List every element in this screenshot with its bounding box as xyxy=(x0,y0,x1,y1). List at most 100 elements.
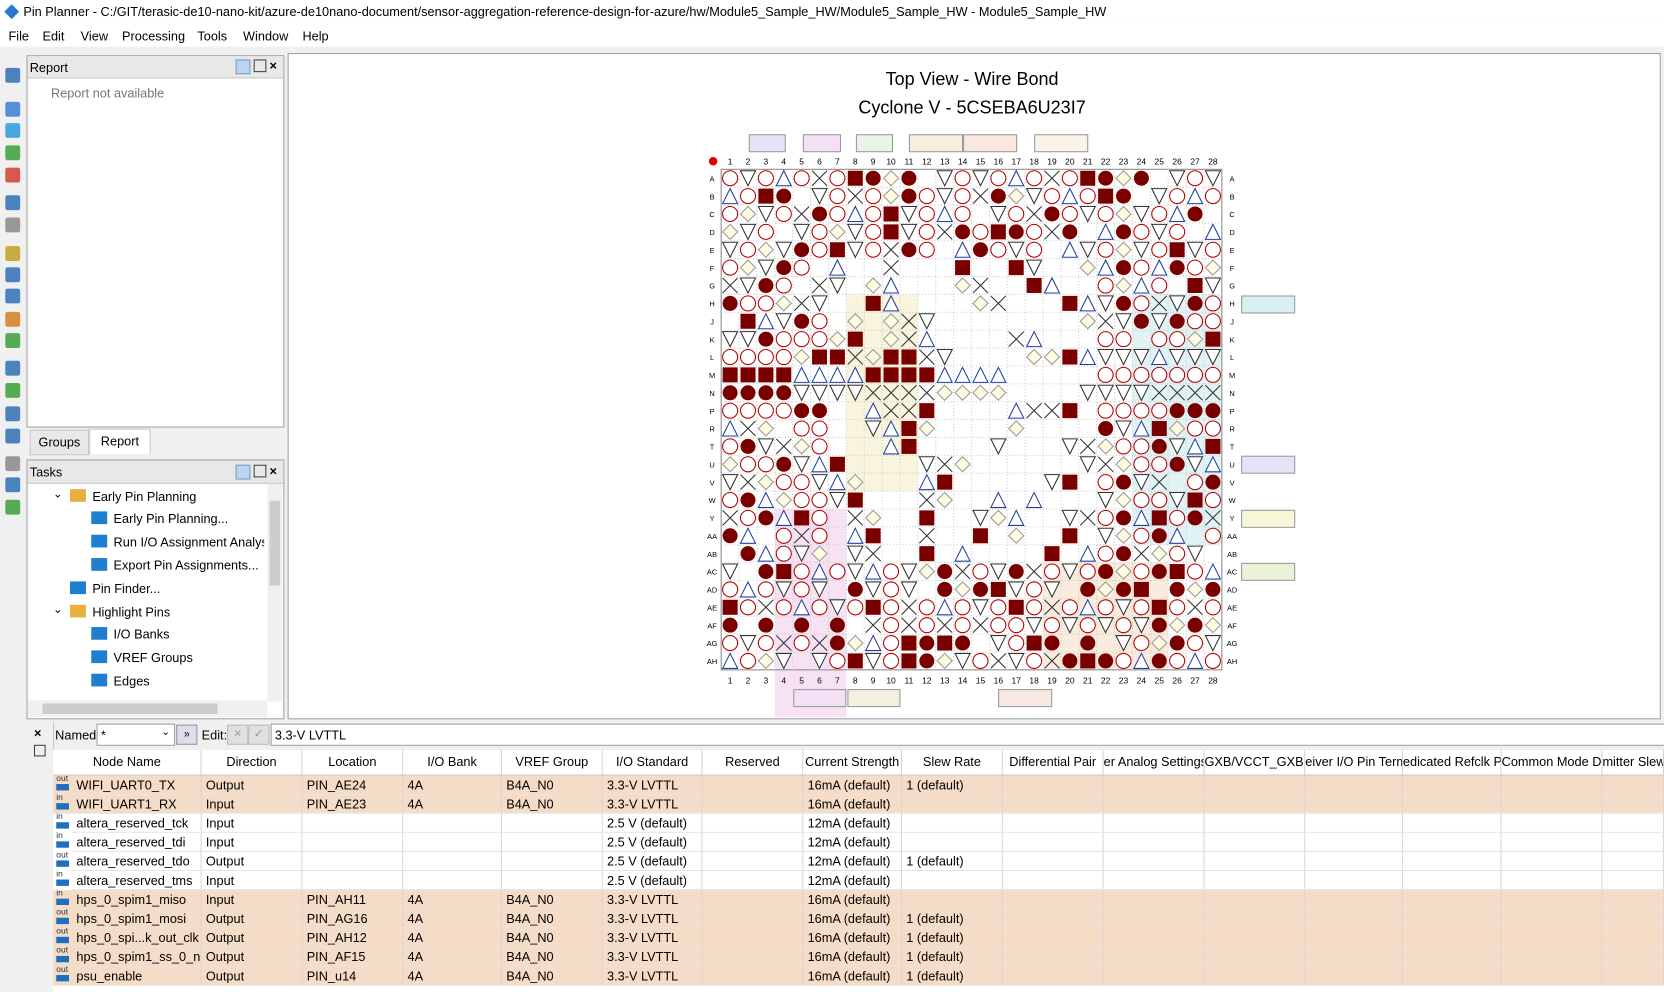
pin[interactable] xyxy=(793,170,810,187)
pin[interactable] xyxy=(811,581,828,599)
pin[interactable] xyxy=(829,188,846,205)
pin[interactable] xyxy=(865,528,881,544)
pin[interactable] xyxy=(989,366,1007,383)
float-button[interactable] xyxy=(33,744,46,757)
float-button[interactable] xyxy=(253,59,267,73)
pin[interactable] xyxy=(1061,187,1079,205)
pin[interactable] xyxy=(901,313,917,330)
pin[interactable] xyxy=(1204,277,1222,295)
pin[interactable] xyxy=(1079,384,1097,402)
pin-button[interactable] xyxy=(235,59,251,75)
pin[interactable] xyxy=(794,313,810,329)
pin[interactable] xyxy=(757,205,775,223)
io-bank-box[interactable] xyxy=(1241,509,1296,528)
table-cell[interactable] xyxy=(501,813,603,833)
pin[interactable] xyxy=(829,384,846,402)
pin[interactable] xyxy=(864,562,882,580)
pin[interactable] xyxy=(811,635,828,651)
table-cell[interactable] xyxy=(1602,966,1664,986)
pin[interactable] xyxy=(936,170,954,187)
pin[interactable] xyxy=(1186,330,1204,348)
pin[interactable] xyxy=(883,206,899,222)
pin[interactable] xyxy=(954,456,971,473)
pin[interactable] xyxy=(739,599,757,616)
pin[interactable] xyxy=(1079,617,1096,634)
table-cell[interactable] xyxy=(1204,813,1306,833)
pin[interactable] xyxy=(864,634,882,652)
pin[interactable] xyxy=(1062,349,1078,365)
pin[interactable] xyxy=(1061,205,1078,223)
pin[interactable] xyxy=(757,581,774,598)
pin[interactable] xyxy=(811,241,828,258)
pin[interactable] xyxy=(900,223,918,241)
table-cell[interactable] xyxy=(1103,851,1205,872)
pin[interactable] xyxy=(1098,188,1114,204)
pin[interactable] xyxy=(776,260,792,276)
pin[interactable] xyxy=(1061,563,1079,581)
node-name[interactable]: altera_reserved_tms xyxy=(72,871,202,891)
pin[interactable] xyxy=(811,652,828,670)
pin[interactable] xyxy=(739,331,757,348)
pin[interactable] xyxy=(1169,564,1185,580)
pin[interactable] xyxy=(1186,366,1204,383)
pin[interactable] xyxy=(1186,652,1204,669)
pin[interactable] xyxy=(1168,438,1186,456)
table-cell[interactable] xyxy=(1402,832,1502,852)
table-cell[interactable] xyxy=(1602,871,1664,891)
pin[interactable] xyxy=(1044,599,1060,616)
table-cell[interactable] xyxy=(403,851,502,872)
table-cell[interactable] xyxy=(1602,851,1664,872)
pin[interactable] xyxy=(882,187,900,205)
pin[interactable] xyxy=(1115,438,1132,455)
pin[interactable] xyxy=(1151,331,1168,348)
pin[interactable] xyxy=(740,474,756,491)
pin[interactable] xyxy=(846,545,864,563)
column-header[interactable]: Common Mode D xyxy=(1501,750,1603,775)
pin[interactable] xyxy=(1097,258,1115,276)
pin[interactable] xyxy=(1186,187,1204,205)
pin[interactable] xyxy=(1204,241,1221,258)
filter-button[interactable]: » xyxy=(176,724,198,745)
pin[interactable] xyxy=(1025,348,1043,366)
pin[interactable] xyxy=(936,188,954,205)
pin[interactable] xyxy=(919,635,935,651)
pin[interactable] xyxy=(740,367,756,383)
pin[interactable] xyxy=(758,188,774,204)
task-item[interactable]: Pin Finder... xyxy=(92,581,161,597)
pin[interactable] xyxy=(901,402,917,419)
pin[interactable] xyxy=(1097,384,1115,402)
pin[interactable] xyxy=(1151,438,1167,454)
pin[interactable] xyxy=(1097,456,1114,473)
pin[interactable] xyxy=(757,635,774,652)
pin[interactable] xyxy=(1116,510,1132,526)
pin[interactable] xyxy=(1204,616,1222,634)
table-cell[interactable] xyxy=(702,871,804,891)
pin[interactable] xyxy=(919,367,935,383)
pin[interactable] xyxy=(757,473,775,491)
pin[interactable] xyxy=(1133,474,1150,491)
scrollbar[interactable] xyxy=(267,483,283,702)
pin[interactable] xyxy=(775,313,793,330)
pin[interactable] xyxy=(847,653,863,669)
node-name[interactable]: hps_0_spim1_miso xyxy=(72,890,202,910)
table-cell[interactable]: PIN_AE23 xyxy=(302,794,404,814)
table-cell[interactable] xyxy=(1402,909,1502,929)
pin[interactable] xyxy=(1061,241,1079,258)
pin[interactable] xyxy=(918,313,936,330)
table-cell[interactable] xyxy=(501,832,603,852)
pin[interactable] xyxy=(847,473,864,491)
pin[interactable] xyxy=(757,259,775,277)
column-header[interactable]: Differential Pair xyxy=(1002,750,1104,775)
pin[interactable] xyxy=(758,617,774,633)
table-cell[interactable] xyxy=(1103,832,1205,852)
pin[interactable] xyxy=(829,258,846,276)
toolbar-button[interactable] xyxy=(5,167,21,183)
pin[interactable] xyxy=(1079,313,1097,330)
toolbar-button[interactable] xyxy=(5,406,21,422)
pin[interactable] xyxy=(721,652,739,669)
pin[interactable] xyxy=(1168,420,1186,437)
pin[interactable] xyxy=(1204,170,1222,187)
pin[interactable] xyxy=(1079,544,1097,562)
pin[interactable] xyxy=(1115,456,1132,473)
pin[interactable] xyxy=(1116,260,1132,276)
